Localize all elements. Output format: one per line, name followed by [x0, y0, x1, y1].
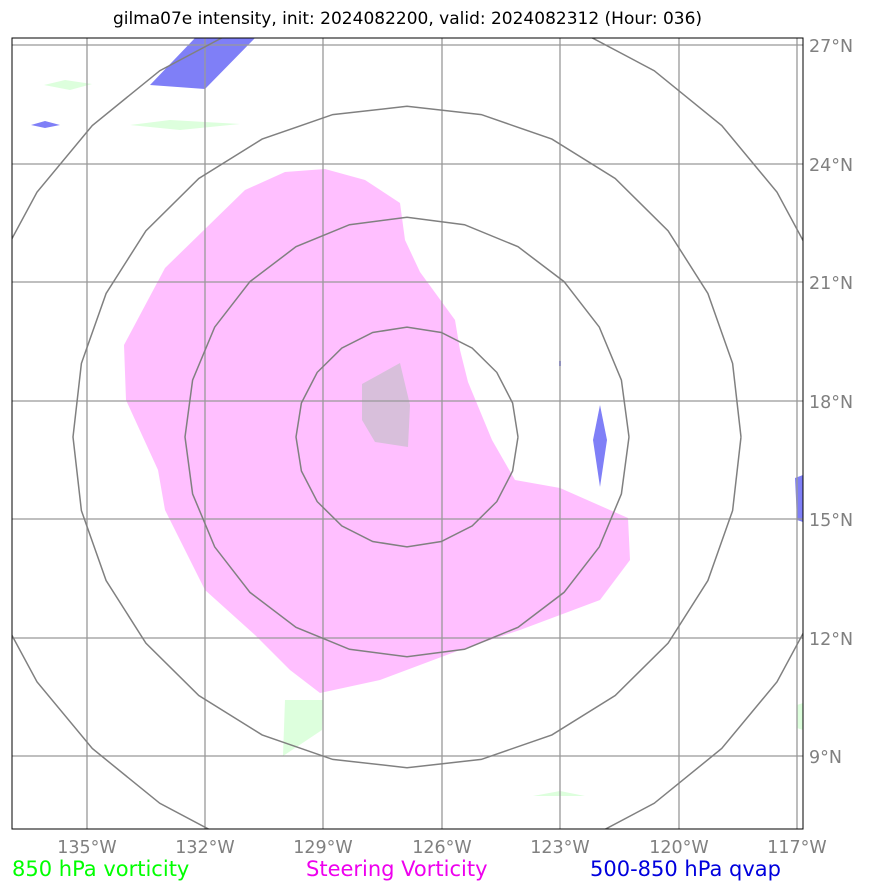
- lon-label: 126°W: [412, 838, 471, 858]
- vorticity-850-field: [130, 120, 240, 130]
- map-title: gilma07e intensity, init: 2024082200, va…: [112, 9, 703, 29]
- lat-label: 24°N: [809, 156, 853, 176]
- range-ring: [295, 326, 519, 548]
- map-plot-area: [12, 38, 803, 829]
- lon-label: 129°W: [293, 838, 352, 858]
- legend-850-vorticity: 850 hPa vorticity: [12, 857, 190, 881]
- lat-label: 27°N: [809, 37, 853, 57]
- vorticity-850-field: [533, 791, 585, 796]
- qvap-field: [150, 38, 255, 89]
- lat-label: 12°N: [809, 630, 853, 650]
- vorticity-850-field: [283, 700, 323, 756]
- graticule: [12, 38, 803, 829]
- lat-label: 21°N: [809, 274, 853, 294]
- lat-label: 9°N: [809, 748, 842, 768]
- longitude-labels: 135°W 132°W 129°W 126°W 123°W 120°W 117°…: [57, 838, 826, 858]
- lon-label: 135°W: [57, 838, 116, 858]
- lat-label: 15°N: [809, 511, 853, 531]
- lon-label: 123°W: [530, 838, 589, 858]
- vorticity-850-field: [797, 703, 803, 730]
- range-ring: [12, 38, 803, 829]
- qvap-field: [31, 121, 60, 128]
- qvap-field: [593, 405, 607, 487]
- legend-qvap: 500-850 hPa qvap: [590, 857, 781, 881]
- map-frame: [11, 37, 804, 830]
- lon-label: 120°W: [649, 838, 708, 858]
- lat-label: 18°N: [809, 393, 853, 413]
- qvap-field: [795, 475, 803, 522]
- range-rings: [12, 38, 803, 829]
- range-ring: [72, 105, 742, 769]
- range-ring: [184, 216, 630, 658]
- lon-label: 117°W: [767, 838, 826, 858]
- latitude-labels: 27°N 24°N 21°N 18°N 15°N 12°N 9°N: [809, 37, 853, 768]
- lon-label: 132°W: [175, 838, 234, 858]
- overlap-field: [362, 363, 410, 447]
- legend-steering-vorticity: Steering Vorticity: [306, 857, 488, 881]
- vorticity-850-field: [44, 80, 92, 90]
